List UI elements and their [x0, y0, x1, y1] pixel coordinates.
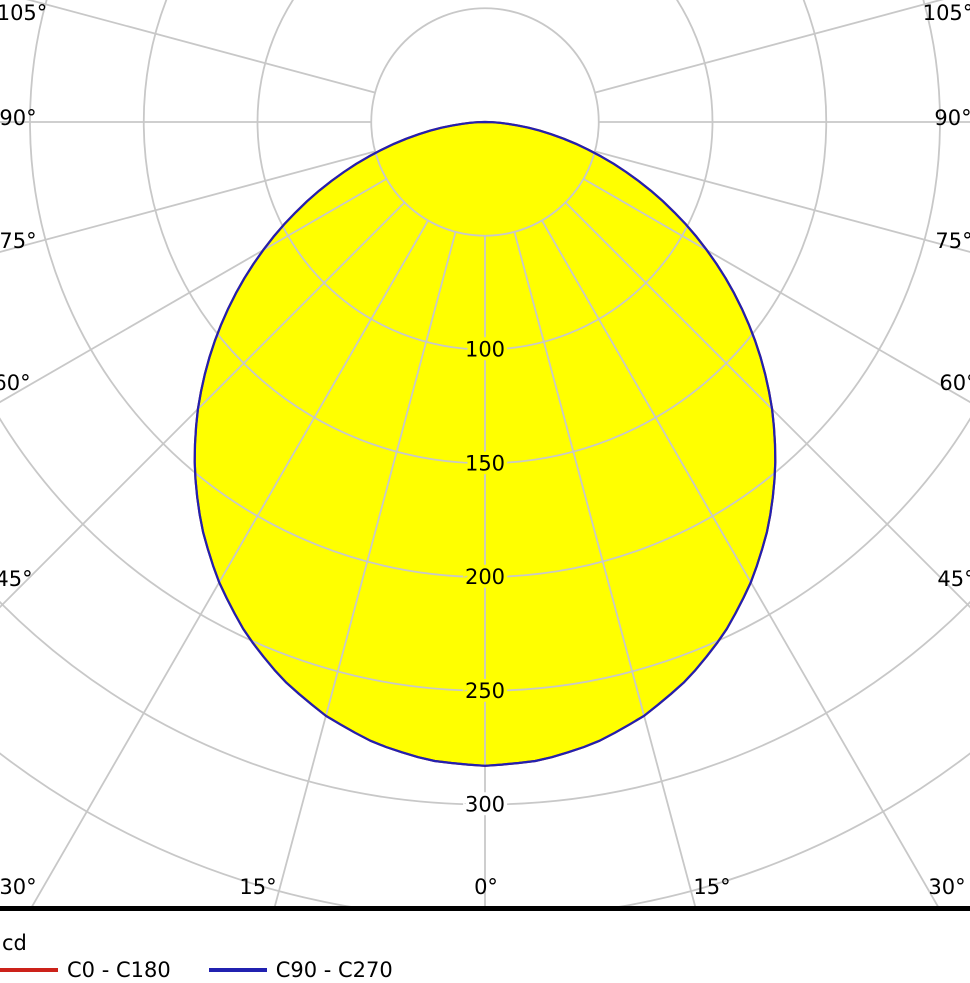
c90-c270-label: C90 - C270	[276, 957, 393, 983]
radial-tick-label: 150	[465, 451, 505, 475]
grid-ray	[0, 0, 375, 93]
angle-tick-label: 60°	[0, 371, 31, 395]
radial-tick-label: 100	[465, 338, 505, 362]
polar-intensity-chart: 100 150 200 250 300 105° 90° 75° 60° 45° 30° 15° 0° 1…	[0, 0, 970, 906]
angle-tick-label: 15°	[693, 875, 730, 899]
angle-tick-label: 15°	[239, 875, 276, 899]
radial-tick-label: 250	[465, 679, 505, 703]
c0-c180-line-swatch	[0, 968, 58, 972]
angle-tick-label: 45°	[0, 567, 33, 591]
angle-tick-label: 105°	[0, 1, 47, 25]
c0-c180-label: C0 - C180	[67, 957, 171, 983]
legend-item-c0-c180: C0 - C180	[0, 957, 171, 983]
angle-tick-label: 45°	[937, 567, 970, 591]
angle-tick-label: 30°	[928, 875, 965, 899]
c90-c270-line-swatch	[209, 968, 267, 972]
radial-tick-label: 300	[465, 793, 505, 817]
unit-label: cd	[2, 931, 27, 955]
legend-row: C0 - C180 C90 - C270	[0, 957, 393, 983]
angle-tick-label: 60°	[939, 371, 970, 395]
legend-panel: cd C0 - C180 C90 - C270	[0, 906, 970, 971]
angle-tick-label: 105°	[923, 1, 970, 25]
angle-tick-label: 75°	[0, 229, 37, 253]
angle-tick-label: 30°	[0, 875, 37, 899]
angle-tick-label: 90°	[0, 106, 37, 130]
chart-bottom-border	[0, 906, 970, 911]
angle-tick-label: 0°	[474, 875, 498, 899]
angle-tick-label: 90°	[934, 106, 970, 130]
legend-item-c90-c270: C90 - C270	[209, 957, 393, 983]
grid-ray	[595, 0, 970, 93]
angle-tick-label: 75°	[935, 229, 970, 253]
radial-tick-label: 200	[465, 565, 505, 589]
